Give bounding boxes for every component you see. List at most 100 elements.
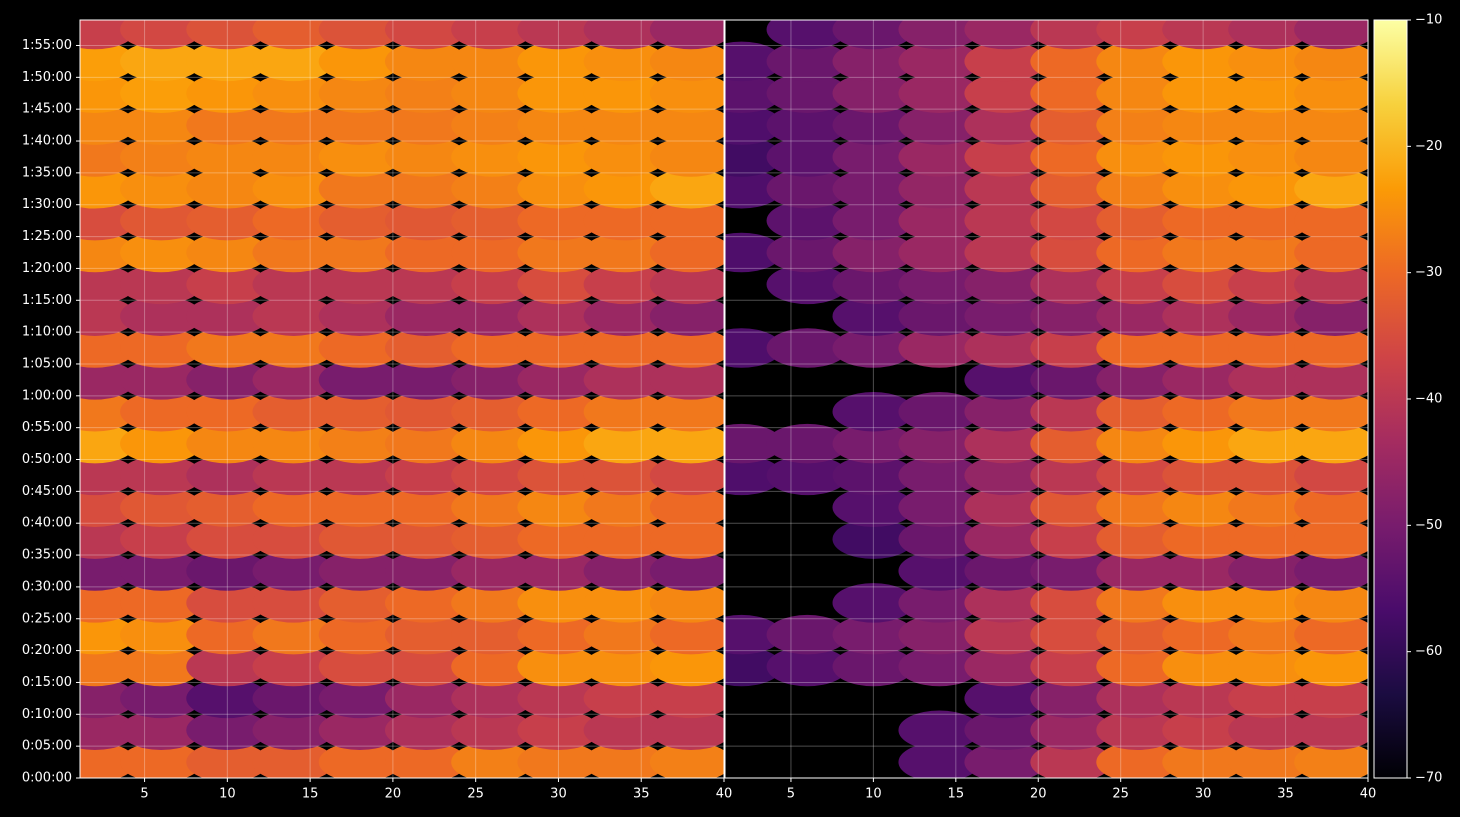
heat-cell: [1228, 519, 1310, 559]
heat-cell: [252, 41, 335, 82]
heat-cell: [186, 137, 269, 177]
heat-cell: [832, 391, 915, 432]
heat-cell: [1096, 105, 1179, 145]
heat-cell: [964, 423, 1047, 464]
heat-cell: [964, 328, 1047, 368]
heat-cell: [898, 200, 981, 241]
heat-cell: [832, 614, 915, 655]
heat-cell: [649, 105, 724, 145]
heat-cell: [1294, 710, 1368, 750]
heat-cell: [1162, 710, 1245, 750]
heat-cell: [80, 710, 136, 750]
y-tick-label: 0:45:00: [22, 484, 72, 499]
heat-cell: [120, 232, 203, 273]
heat-cell: [832, 20, 915, 50]
heat-cell: [318, 742, 401, 778]
heat-cell: [252, 232, 335, 273]
heat-cell: [517, 169, 600, 209]
heat-cell: [583, 296, 666, 336]
x-tick-label: 20: [385, 787, 402, 802]
heat-cell: [1294, 137, 1368, 177]
heat-cell: [1096, 646, 1179, 687]
heat-cell: [80, 200, 136, 241]
heat-cell: [583, 742, 666, 778]
heat-cell: [832, 41, 915, 82]
heat-cell: [186, 105, 269, 145]
heat-cell: [186, 232, 269, 273]
heat-cell: [186, 646, 269, 687]
heat-cell: [1096, 678, 1179, 719]
heat-cell: [1294, 264, 1368, 305]
heat-cell: [517, 264, 600, 305]
heat-cell: [1162, 73, 1245, 113]
heat-cell: [252, 487, 335, 528]
heat-cell: [1096, 20, 1179, 50]
heat-cell: [186, 583, 269, 623]
heat-cell: [1228, 137, 1310, 177]
heat-cell: [252, 742, 335, 778]
heat-cell: [384, 391, 468, 432]
heat-cell: [649, 328, 724, 368]
heat-cell: [451, 105, 534, 145]
heat-cell: [964, 678, 1047, 719]
heat-cell: [252, 710, 335, 750]
heat-cell: [80, 583, 136, 623]
heat-cell: [517, 742, 600, 778]
heat-cell: [1096, 169, 1179, 209]
y-tick-label: 0:00:00: [22, 771, 72, 786]
heat-cell: [964, 200, 1047, 241]
heat-cell: [1030, 73, 1113, 113]
x-tick-label: 25: [1112, 787, 1129, 802]
heat-cell: [649, 710, 724, 750]
heat-cell: [1030, 583, 1113, 623]
heat-cell: [1294, 742, 1368, 778]
heat-cell: [384, 296, 468, 336]
heat-cell: [1294, 169, 1368, 209]
heat-cell: [384, 41, 468, 82]
y-tick-label: 0:30:00: [22, 579, 72, 594]
heat-cell: [80, 742, 136, 778]
heat-cell: [80, 328, 136, 368]
heat-cell: [384, 455, 468, 496]
heat-cell: [583, 264, 666, 305]
axes-frame: [79, 19, 725, 779]
heat-cell: [1228, 296, 1310, 336]
heat-cell: [384, 169, 468, 209]
heat-cell: [1228, 264, 1310, 305]
axes-frame: [724, 19, 1369, 779]
heat-cell: [80, 169, 136, 209]
heat-cell: [186, 200, 269, 241]
heat-cell: [1096, 710, 1179, 750]
heat-cell: [318, 360, 401, 400]
heat-cell: [1030, 678, 1113, 719]
heat-cell: [318, 391, 401, 432]
heat-cell: [964, 264, 1047, 305]
heat-cell: [252, 169, 335, 209]
heat-cell: [80, 487, 136, 528]
heat-cell: [964, 583, 1047, 623]
heat-cell: [186, 614, 269, 655]
heat-cell: [1294, 360, 1368, 400]
heat-cell: [583, 551, 666, 591]
colorbar-tick-label: −10: [1415, 13, 1442, 28]
heat-cell: [766, 614, 849, 655]
heat-cell: [1096, 614, 1179, 655]
heat-cell: [1294, 200, 1368, 241]
heat-cell: [1030, 232, 1113, 273]
y-tick-label: 1:00:00: [22, 388, 72, 403]
heat-cell: [1162, 742, 1245, 778]
heat-cell: [384, 264, 468, 305]
heat-cell: [649, 137, 724, 177]
heat-cell: [517, 710, 600, 750]
heat-cell: [80, 519, 136, 559]
heat-cell: [451, 614, 534, 655]
heat-cell: [964, 296, 1047, 336]
heat-cell: [186, 264, 269, 305]
heat-cell: [318, 614, 401, 655]
y-tick-label: 1:55:00: [22, 38, 72, 53]
colorbar-tick-label: −60: [1415, 644, 1442, 659]
heat-cell: [80, 137, 136, 177]
heat-cell: [186, 423, 269, 464]
heat-cell: [451, 583, 534, 623]
heat-cell: [583, 519, 666, 559]
